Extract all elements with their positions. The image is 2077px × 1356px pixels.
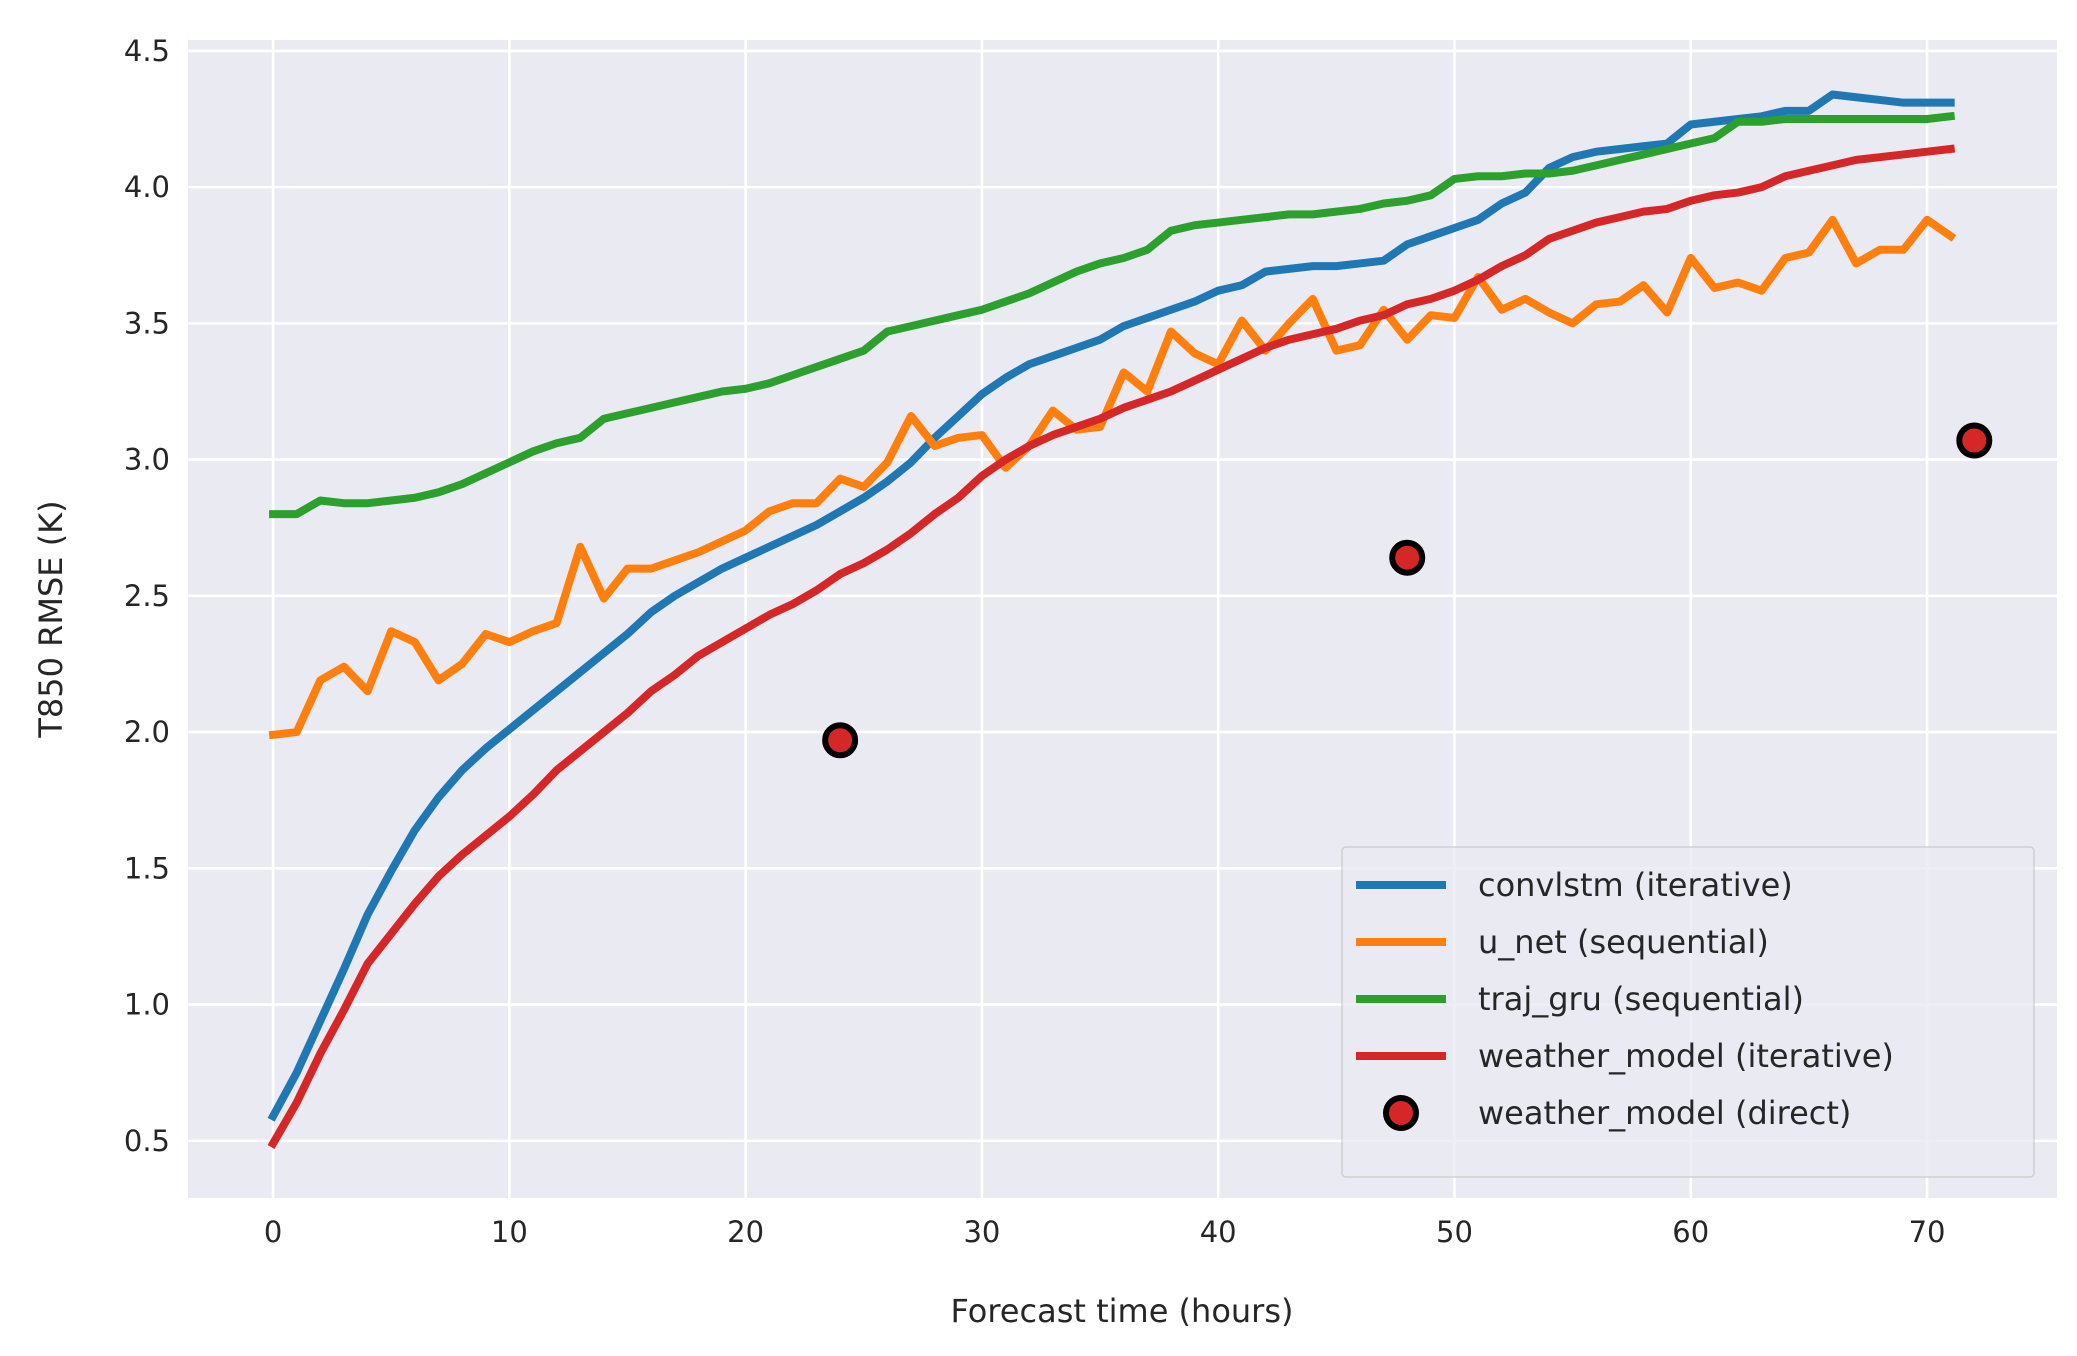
y-tick-label: 1.5 [124,851,170,885]
y-tick-label: 4.5 [124,34,170,68]
x-tick-label: 60 [1672,1215,1709,1249]
x-tick-label: 30 [963,1215,1000,1249]
legend-label-weather-model-iterative: weather_model (iterative) [1478,1037,1894,1075]
x-tick-label: 40 [1200,1215,1237,1249]
legend-label-traj-gru-sequential: traj_gru (sequential) [1478,980,1804,1018]
data-point-weather-model-direct [1956,422,1993,459]
legend-label-convlstm-iterative: convlstm (iterative) [1478,866,1793,904]
x-tick-label: 70 [1909,1215,1946,1249]
y-tick-label: 3.5 [124,306,170,340]
legend-box [1341,846,2035,1178]
y-tick-label: 2.5 [124,579,170,613]
data-point-weather-model-direct [1389,539,1426,576]
x-tick-label: 50 [1436,1215,1473,1249]
x-tick-label: 0 [264,1215,282,1249]
y-tick-label: 0.5 [124,1124,170,1158]
legend-swatch-weather-model-direct [1383,1095,1419,1131]
tick-labels: 0 10 20 30 40 50 60 70 0.5 1.0 1.5 2.0 2.5 3.0 3.5 4.0 4… [124,34,1946,1249]
y-axis-label: T850 RMSE (K) [32,500,70,738]
legend-label-weather-model-direct: weather_model (direct) [1478,1094,1851,1132]
legend-label-u-net-sequential: u_net (sequential) [1478,923,1769,961]
y-tick-label: 3.0 [124,443,170,477]
y-tick-label: 1.0 [124,988,170,1022]
data-point-weather-model-direct [822,722,859,759]
series-layer [267,90,1993,1149]
x-tick-label: 10 [491,1215,528,1249]
y-tick-label: 4.0 [124,170,170,204]
legend: convlstm (iterative) u_net (sequential) tr… [1341,846,2035,1178]
series-line-weather-model-iterative [267,144,1956,1149]
x-axis-label: Forecast time (hours) [951,1292,1294,1330]
series-line-u-net-sequential [268,215,1957,740]
series-line-convlstm-iterative [267,90,1955,1122]
x-tick-label: 20 [727,1215,764,1249]
series-line-traj-gru-sequential [269,111,1956,519]
y-tick-label: 2.0 [124,715,170,749]
